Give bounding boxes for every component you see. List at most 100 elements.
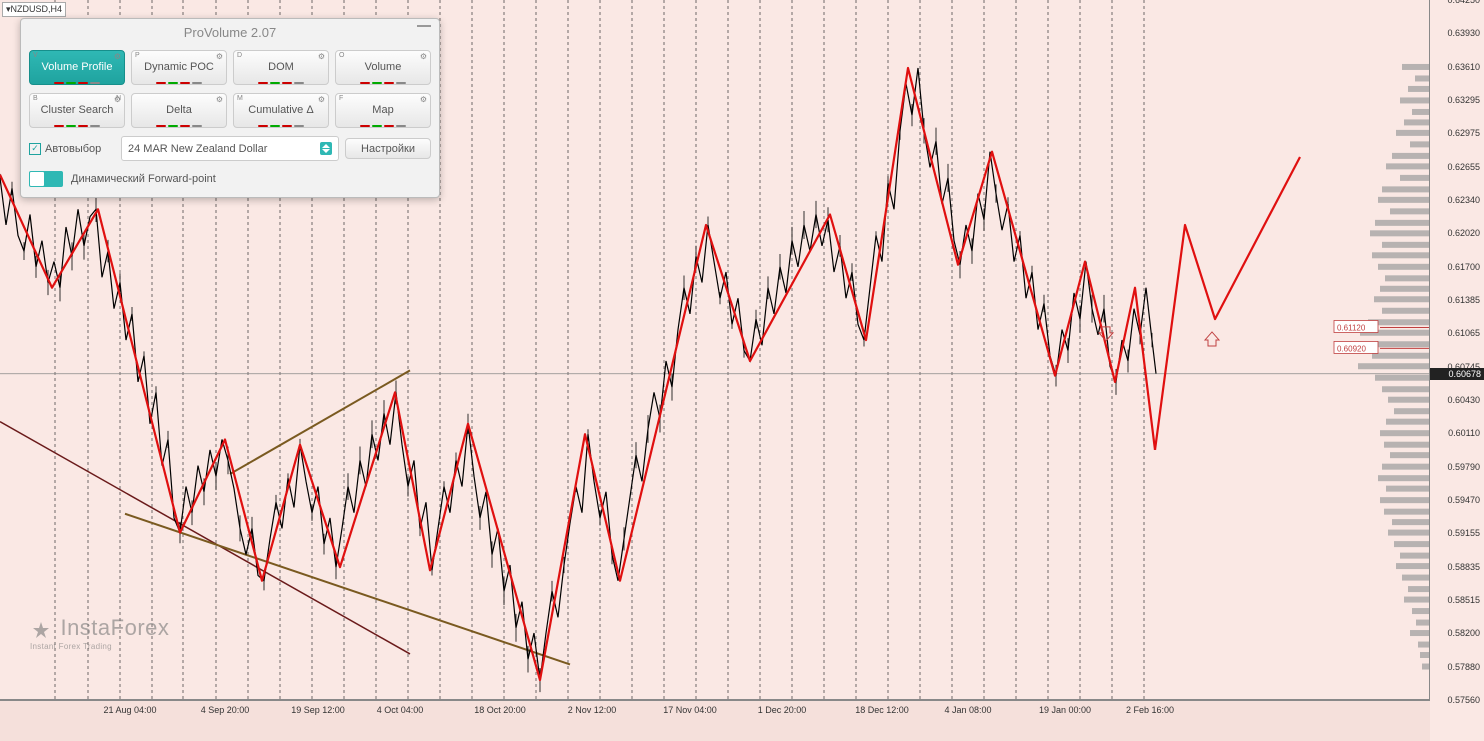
mini-label: B [33, 95, 38, 102]
button-dots [134, 118, 224, 124]
x-tick: 4 Jan 08:00 [944, 705, 991, 715]
x-tick: 18 Oct 20:00 [474, 705, 526, 715]
button-label: Dynamic POC [134, 61, 224, 73]
panel-button-map[interactable]: F ⚙Map [335, 93, 431, 128]
mini-label: O [339, 52, 344, 59]
watermark-sub: Instant Forex Trading [30, 642, 169, 651]
x-tick: 21 Aug 04:00 [103, 705, 156, 715]
y-tick: 0.59790 [1447, 462, 1480, 472]
checkbox-icon: ✓ [29, 143, 41, 155]
y-tick: 0.57880 [1447, 662, 1480, 672]
panel-button-cumulative-[interactable]: M ⚙Cumulative Δ [233, 93, 329, 128]
watermark-main: InstaForex [60, 615, 169, 640]
y-tick: 0.60430 [1447, 395, 1480, 405]
chevron-updown-icon [320, 142, 332, 155]
panel-button-cluster-search[interactable]: BN⚙Cluster Search [29, 93, 125, 128]
panel-row-select: ✓ Автовыбор 24 MAR New Zealand Dollar На… [21, 132, 439, 165]
button-label: Delta [134, 104, 224, 116]
mini-label: D [237, 52, 242, 59]
y-tick: 0.59155 [1447, 528, 1480, 538]
gear-icon[interactable]: ⚙ [420, 95, 427, 104]
settings-button[interactable]: Настройки [345, 138, 431, 159]
y-tick: 0.62975 [1447, 128, 1480, 138]
symbol-label: ▾NZDUSD,H4 [2, 2, 66, 17]
instaforex-icon [30, 620, 52, 642]
y-tick: 0.61385 [1447, 295, 1480, 305]
gear-icon[interactable]: ⚙ [216, 95, 223, 104]
mini-label: V [33, 52, 38, 59]
contract-dropdown[interactable]: 24 MAR New Zealand Dollar [121, 136, 339, 161]
button-dots [338, 75, 428, 81]
panel-button-delta[interactable]: ⚙Delta [131, 93, 227, 128]
x-tick: 18 Dec 12:00 [855, 705, 909, 715]
mini-label: P [135, 52, 140, 59]
y-tick: 0.63610 [1447, 62, 1480, 72]
button-dots [32, 118, 122, 124]
settings-label: Настройки [361, 143, 415, 155]
button-label: Cluster Search [32, 104, 122, 116]
gear-icon[interactable]: ⚙ [216, 52, 223, 61]
y-tick: 0.58200 [1447, 628, 1480, 638]
y-tick: 0.63295 [1447, 95, 1480, 105]
x-tick: 2 Feb 16:00 [1126, 705, 1174, 715]
x-tick: 4 Oct 04:00 [377, 705, 424, 715]
y-tick: 0.62655 [1447, 162, 1480, 172]
chart-plot-area[interactable]: 0.61120 0.60920 ▾NZDUSD,H4 InstaForex Ins… [0, 0, 1430, 700]
chart-root: 0.61120 0.60920 ▾NZDUSD,H4 InstaForex Ins… [0, 0, 1484, 741]
y-tick: 0.62020 [1447, 228, 1480, 238]
panel-title[interactable]: ProVolume 2.07 [21, 19, 439, 46]
mini-label: M [237, 95, 243, 102]
forward-point-label: Динамический Forward-point [71, 173, 216, 185]
panel-title-text: ProVolume 2.07 [184, 25, 277, 40]
current-price-marker: 0.60678 [1430, 368, 1484, 380]
svg-text:0.60920: 0.60920 [1337, 344, 1366, 353]
button-label: Volume Profile [32, 61, 122, 73]
y-tick: 0.57560 [1447, 695, 1480, 705]
watermark: InstaForex Instant Forex Trading [30, 615, 169, 651]
y-tick: 0.61065 [1447, 328, 1480, 338]
panel-row-2: BN⚙Cluster Search⚙DeltaM⚙Cumulative ΔF⚙M… [21, 89, 439, 132]
x-tick: 19 Jan 00:00 [1039, 705, 1091, 715]
x-tick: 2 Nov 12:00 [568, 705, 617, 715]
y-tick: 0.59470 [1447, 495, 1480, 505]
button-dots [32, 75, 122, 81]
x-tick: 1 Dec 20:00 [758, 705, 807, 715]
button-dots [236, 75, 326, 81]
svg-text:0.61120: 0.61120 [1337, 324, 1366, 333]
y-tick: 0.62340 [1447, 195, 1480, 205]
button-dots [338, 118, 428, 124]
provolume-panel[interactable]: ProVolume 2.07 V⚙Volume ProfileP⚙Dynamic… [20, 18, 440, 198]
mini-label: F [339, 95, 343, 102]
x-tick: 4 Sep 20:00 [201, 705, 250, 715]
gear-icon[interactable]: ⚙ [318, 52, 325, 61]
panel-button-volume[interactable]: O ⚙Volume [335, 50, 431, 85]
panel-row-toggle: Динамический Forward-point [21, 165, 439, 197]
y-tick: 0.64250 [1447, 0, 1480, 5]
panel-button-dom[interactable]: D ⚙DOM [233, 50, 329, 85]
panel-button-dynamic-poc[interactable]: P ⚙Dynamic POC [131, 50, 227, 85]
button-label: Volume [338, 61, 428, 73]
forward-point-toggle[interactable] [29, 171, 63, 187]
y-tick: 0.58515 [1447, 595, 1480, 605]
button-label: Cumulative Δ [236, 104, 326, 116]
y-tick: 0.61700 [1447, 262, 1480, 272]
x-tick: 19 Sep 12:00 [291, 705, 345, 715]
gear-icon[interactable]: ⚙ [318, 95, 325, 104]
panel-button-volume-profile[interactable]: V ⚙Volume Profile [29, 50, 125, 85]
autoselect-checkbox[interactable]: ✓ Автовыбор [29, 143, 115, 155]
x-tick: 17 Nov 04:00 [663, 705, 717, 715]
gear-icon[interactable]: ⚙ [114, 95, 121, 104]
gear-icon[interactable]: ⚙ [420, 52, 427, 61]
panel-row-1: V⚙Volume ProfileP⚙Dynamic POCD⚙DOMO⚙Volu… [21, 46, 439, 89]
y-tick: 0.63930 [1447, 28, 1480, 38]
y-axis: 0.64250 0.63930 0.63610 0.63295 0.62975 0.626… [1430, 0, 1484, 700]
button-label: Map [338, 104, 428, 116]
button-dots [134, 75, 224, 81]
y-tick: 0.58835 [1447, 562, 1480, 572]
x-axis: 21 Aug 04:00 4 Sep 20:00 19 Sep 12:00 4 Oct… [0, 700, 1430, 741]
button-label: DOM [236, 61, 326, 73]
minimize-icon[interactable] [417, 25, 431, 27]
dropdown-value: 24 MAR New Zealand Dollar [128, 143, 267, 155]
gear-icon[interactable]: ⚙ [114, 52, 121, 61]
autoselect-label: Автовыбор [45, 143, 101, 155]
